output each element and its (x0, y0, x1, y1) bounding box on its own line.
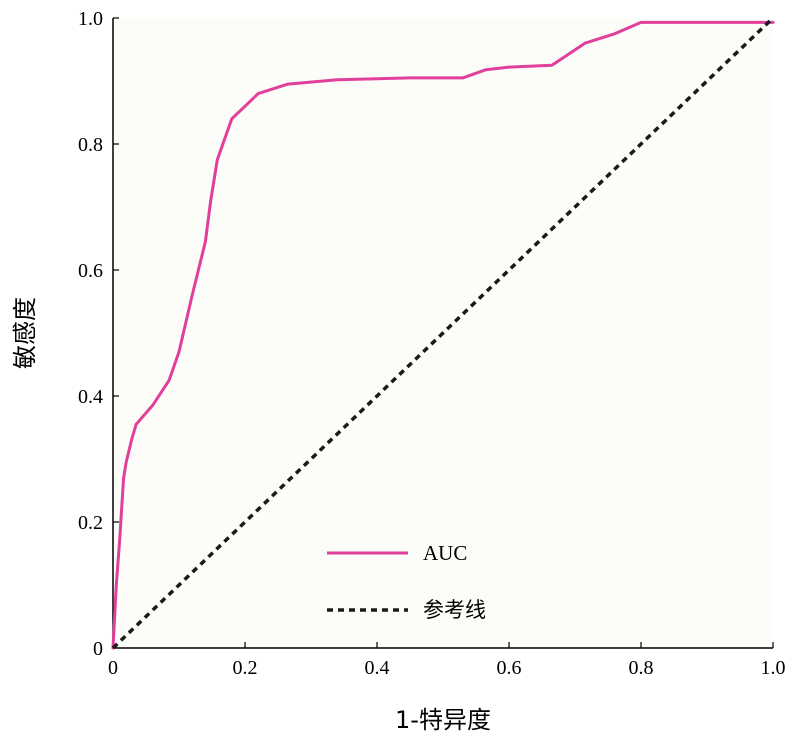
legend-label-0: AUC (423, 541, 467, 565)
series-layer (111, 16, 775, 650)
y-tick-label: 0.2 (78, 512, 103, 534)
x-tick-label: 0.6 (497, 657, 522, 679)
y-axis-title: 敏感度 (11, 297, 39, 369)
x-tick-label: 0 (108, 657, 118, 679)
x-tick-label: 0.8 (629, 657, 654, 679)
y-tick-label: 0 (93, 638, 103, 660)
x-tick-label: 1.0 (761, 657, 786, 679)
x-tick-label: 0.4 (365, 657, 390, 679)
reference-line (111, 16, 775, 650)
legend-label-1: 参考线 (423, 598, 486, 622)
auc-curve (111, 20, 775, 650)
y-tick-label: 1.0 (78, 8, 103, 30)
y-tick-label: 0.4 (78, 386, 103, 408)
y-tick-label: 0.8 (78, 134, 103, 156)
x-axis-title: 1-特异度 (395, 706, 491, 734)
y-tick-label: 0.6 (78, 260, 103, 282)
axes: 0 0.2 0.4 0.6 0.8 1.0 0 0.2 0.4 0.6 0.8 1.0 (78, 8, 786, 679)
x-tick-label: 0.2 (233, 657, 258, 679)
legend: AUC 参考线 (327, 541, 486, 622)
